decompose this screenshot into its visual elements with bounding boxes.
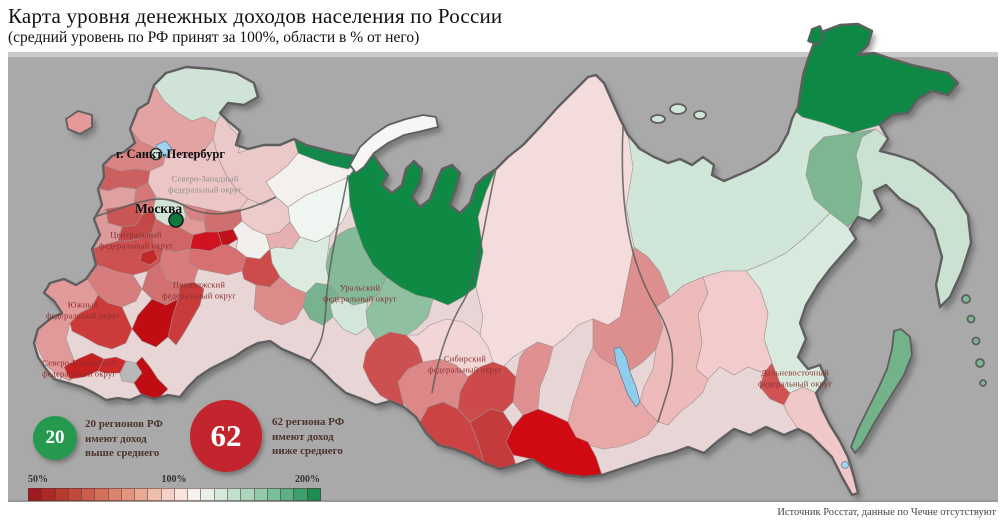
regions-below-count: 62	[210, 418, 242, 453]
scale-cell	[67, 488, 83, 501]
district-label-south: Южный федеральный округ	[45, 299, 121, 321]
moscow-city-label: Москва	[135, 201, 183, 216]
regions-below-average-caption: 62 региона РФ имеют доход ниже среднего	[272, 416, 345, 458]
district-label-northwest: Северо-Западный федеральный округ	[167, 173, 243, 195]
scale-cell	[120, 488, 136, 501]
color-scale-bar	[28, 488, 321, 501]
scale-cell	[54, 488, 69, 501]
page-title: Карта уровня денежных доходов населения …	[8, 4, 503, 28]
district-label-far-east: Дальневосточный федеральный округ	[757, 367, 833, 389]
scale-max-label: 200%	[295, 474, 320, 485]
scale-cell	[147, 488, 162, 501]
islands	[65, 25, 987, 454]
scale-cell	[28, 488, 43, 501]
scale-cell	[94, 488, 109, 501]
scale-cell	[306, 488, 321, 501]
scale-cell	[41, 488, 56, 501]
russia-choropleth-map: г. Санкт-Петербург Москва Северо-Западны…	[8, 22, 998, 501]
district-label-ural: Уральский федеральный округ	[322, 282, 398, 304]
scale-cell	[280, 488, 295, 501]
scale-cell	[240, 488, 255, 501]
scale-cell	[266, 488, 282, 501]
spb-city-label: г. Санкт-Петербург	[116, 147, 226, 161]
district-label-central: Центральный федеральный округ	[98, 229, 174, 251]
scale-cell	[107, 488, 122, 501]
scale-cell	[213, 488, 228, 501]
scale-cell	[134, 488, 149, 501]
scale-cell	[187, 488, 202, 501]
regions-below-average-badge: 62	[190, 400, 262, 472]
map-canvas	[32, 22, 987, 500]
moscow-city-marker	[168, 212, 184, 228]
scale-cell	[173, 488, 189, 501]
district-label-siberia: Сибирский федеральный округ	[427, 353, 503, 375]
map-regions	[34, 24, 971, 495]
spb-city-marker	[149, 147, 163, 161]
district-label-volga: Приволжский федеральный округ	[161, 279, 237, 301]
regions-above-average-caption: 20 регионов РФ имеют доход выше среднего	[85, 418, 163, 460]
scale-cell	[81, 488, 96, 501]
regions-above-average-badge: 20	[33, 416, 77, 460]
district-label-north-caucasus: Северо-Кавказский федеральный округ	[41, 357, 117, 379]
scale-cell	[200, 488, 215, 501]
scale-mid-label: 100%	[161, 474, 187, 485]
scale-cell	[253, 488, 268, 501]
scale-cell	[160, 488, 175, 501]
scale-cell	[226, 488, 242, 501]
scale-min-label: 50%	[28, 474, 48, 485]
regions-above-count: 20	[45, 427, 65, 448]
source-note: Источник Росстат, данные по Чечне отсутс…	[777, 507, 996, 518]
scale-cell	[293, 488, 308, 501]
page-subtitle: (средний уровень по РФ принят за 100%, о…	[8, 29, 420, 46]
